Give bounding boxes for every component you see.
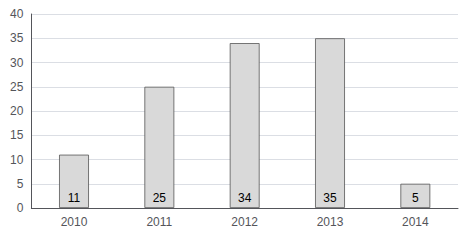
svg-text:0: 0 bbox=[17, 201, 24, 215]
svg-text:2012: 2012 bbox=[231, 215, 258, 229]
svg-text:30: 30 bbox=[10, 56, 24, 70]
svg-text:11: 11 bbox=[68, 191, 81, 205]
svg-text:2011: 2011 bbox=[146, 215, 172, 229]
svg-text:15: 15 bbox=[10, 128, 24, 142]
svg-text:2010: 2010 bbox=[61, 215, 88, 229]
svg-text:2014: 2014 bbox=[402, 215, 429, 229]
svg-text:35: 35 bbox=[10, 31, 24, 45]
svg-text:25: 25 bbox=[153, 191, 167, 205]
svg-text:40: 40 bbox=[10, 7, 24, 21]
svg-text:20: 20 bbox=[10, 104, 24, 118]
svg-text:5: 5 bbox=[17, 177, 24, 191]
svg-text:35: 35 bbox=[323, 191, 337, 205]
svg-text:5: 5 bbox=[412, 191, 419, 205]
svg-text:34: 34 bbox=[238, 191, 252, 205]
svg-text:2013: 2013 bbox=[317, 215, 344, 229]
svg-text:25: 25 bbox=[10, 80, 24, 94]
svg-text:10: 10 bbox=[10, 153, 24, 167]
